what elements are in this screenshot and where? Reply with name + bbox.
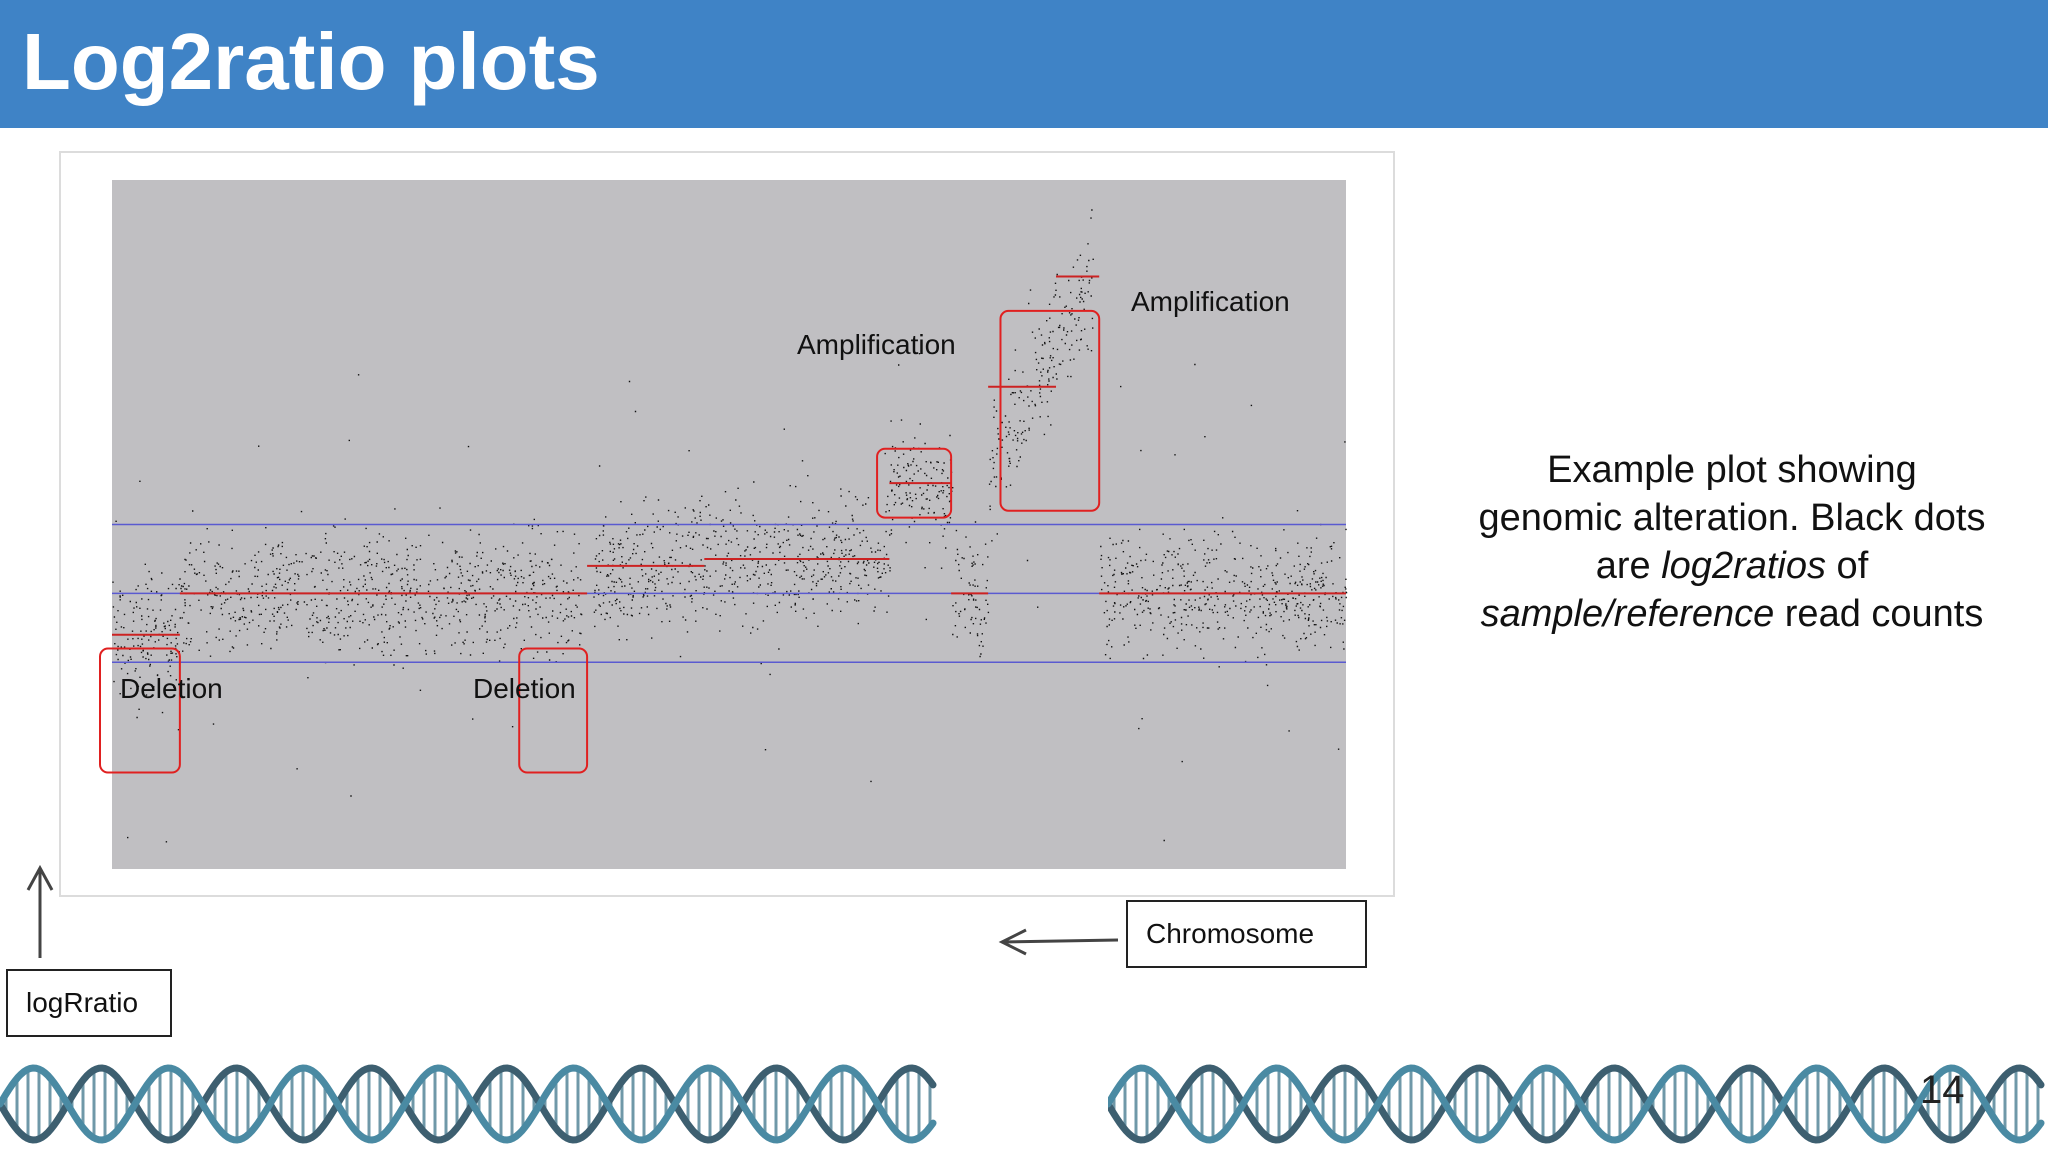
plot-figure: Amplification Amplification Deletion Del…	[59, 151, 1395, 897]
caption-text: of	[1826, 545, 1869, 587]
dna-strand	[1108, 1064, 2045, 1144]
caption-line-3: are log2ratios of	[1452, 542, 2012, 590]
highlight-box-deletion-0	[99, 647, 181, 774]
highlight-boxes	[99, 309, 1101, 774]
dna-helix-image	[0, 1064, 937, 1144]
caption-text: are	[1595, 545, 1662, 587]
logratio-axis-box: logRratio	[6, 969, 172, 1037]
x-axis-arrow	[998, 928, 1119, 956]
amplification-label-1: Amplification	[797, 329, 956, 360]
caption-text: read counts	[1774, 593, 1984, 635]
highlight-box-amplification-3	[999, 309, 1101, 512]
caption: Example plot showing genomic alteration.…	[1452, 446, 2012, 638]
dna-strand	[0, 1064, 937, 1144]
page-number: 14	[1920, 1068, 1965, 1112]
caption-italic-text: sample/reference	[1480, 593, 1775, 635]
caption-italic-text: log2ratios	[1661, 545, 1826, 587]
segment-lines	[112, 275, 1346, 636]
caption-line-4: sample/reference read counts	[1452, 590, 2012, 638]
deletion-label-2: Deletion	[473, 673, 576, 704]
dna-strand	[0, 1064, 937, 1144]
amplification-label-2: Amplification	[1131, 286, 1290, 317]
caption-line-2: genomic alteration. Black dots	[1478, 497, 1986, 539]
deletion-label-1: Deletion	[120, 673, 223, 704]
chromosome-axis-box: Chromosome	[1126, 900, 1367, 968]
highlight-box-amplification-2	[876, 447, 953, 519]
slide-header: Log2ratio plots	[0, 0, 2048, 128]
slide-title: Log2ratio plots	[22, 17, 600, 106]
dna-helix-image	[1108, 1064, 2045, 1144]
log2ratio-scatter-plot	[99, 180, 1348, 869]
caption-line-1: Example plot showing	[1547, 449, 1917, 491]
y-axis-arrow	[26, 864, 54, 958]
highlight-box-deletion-1	[518, 647, 589, 774]
dna-strand	[1108, 1064, 2045, 1144]
